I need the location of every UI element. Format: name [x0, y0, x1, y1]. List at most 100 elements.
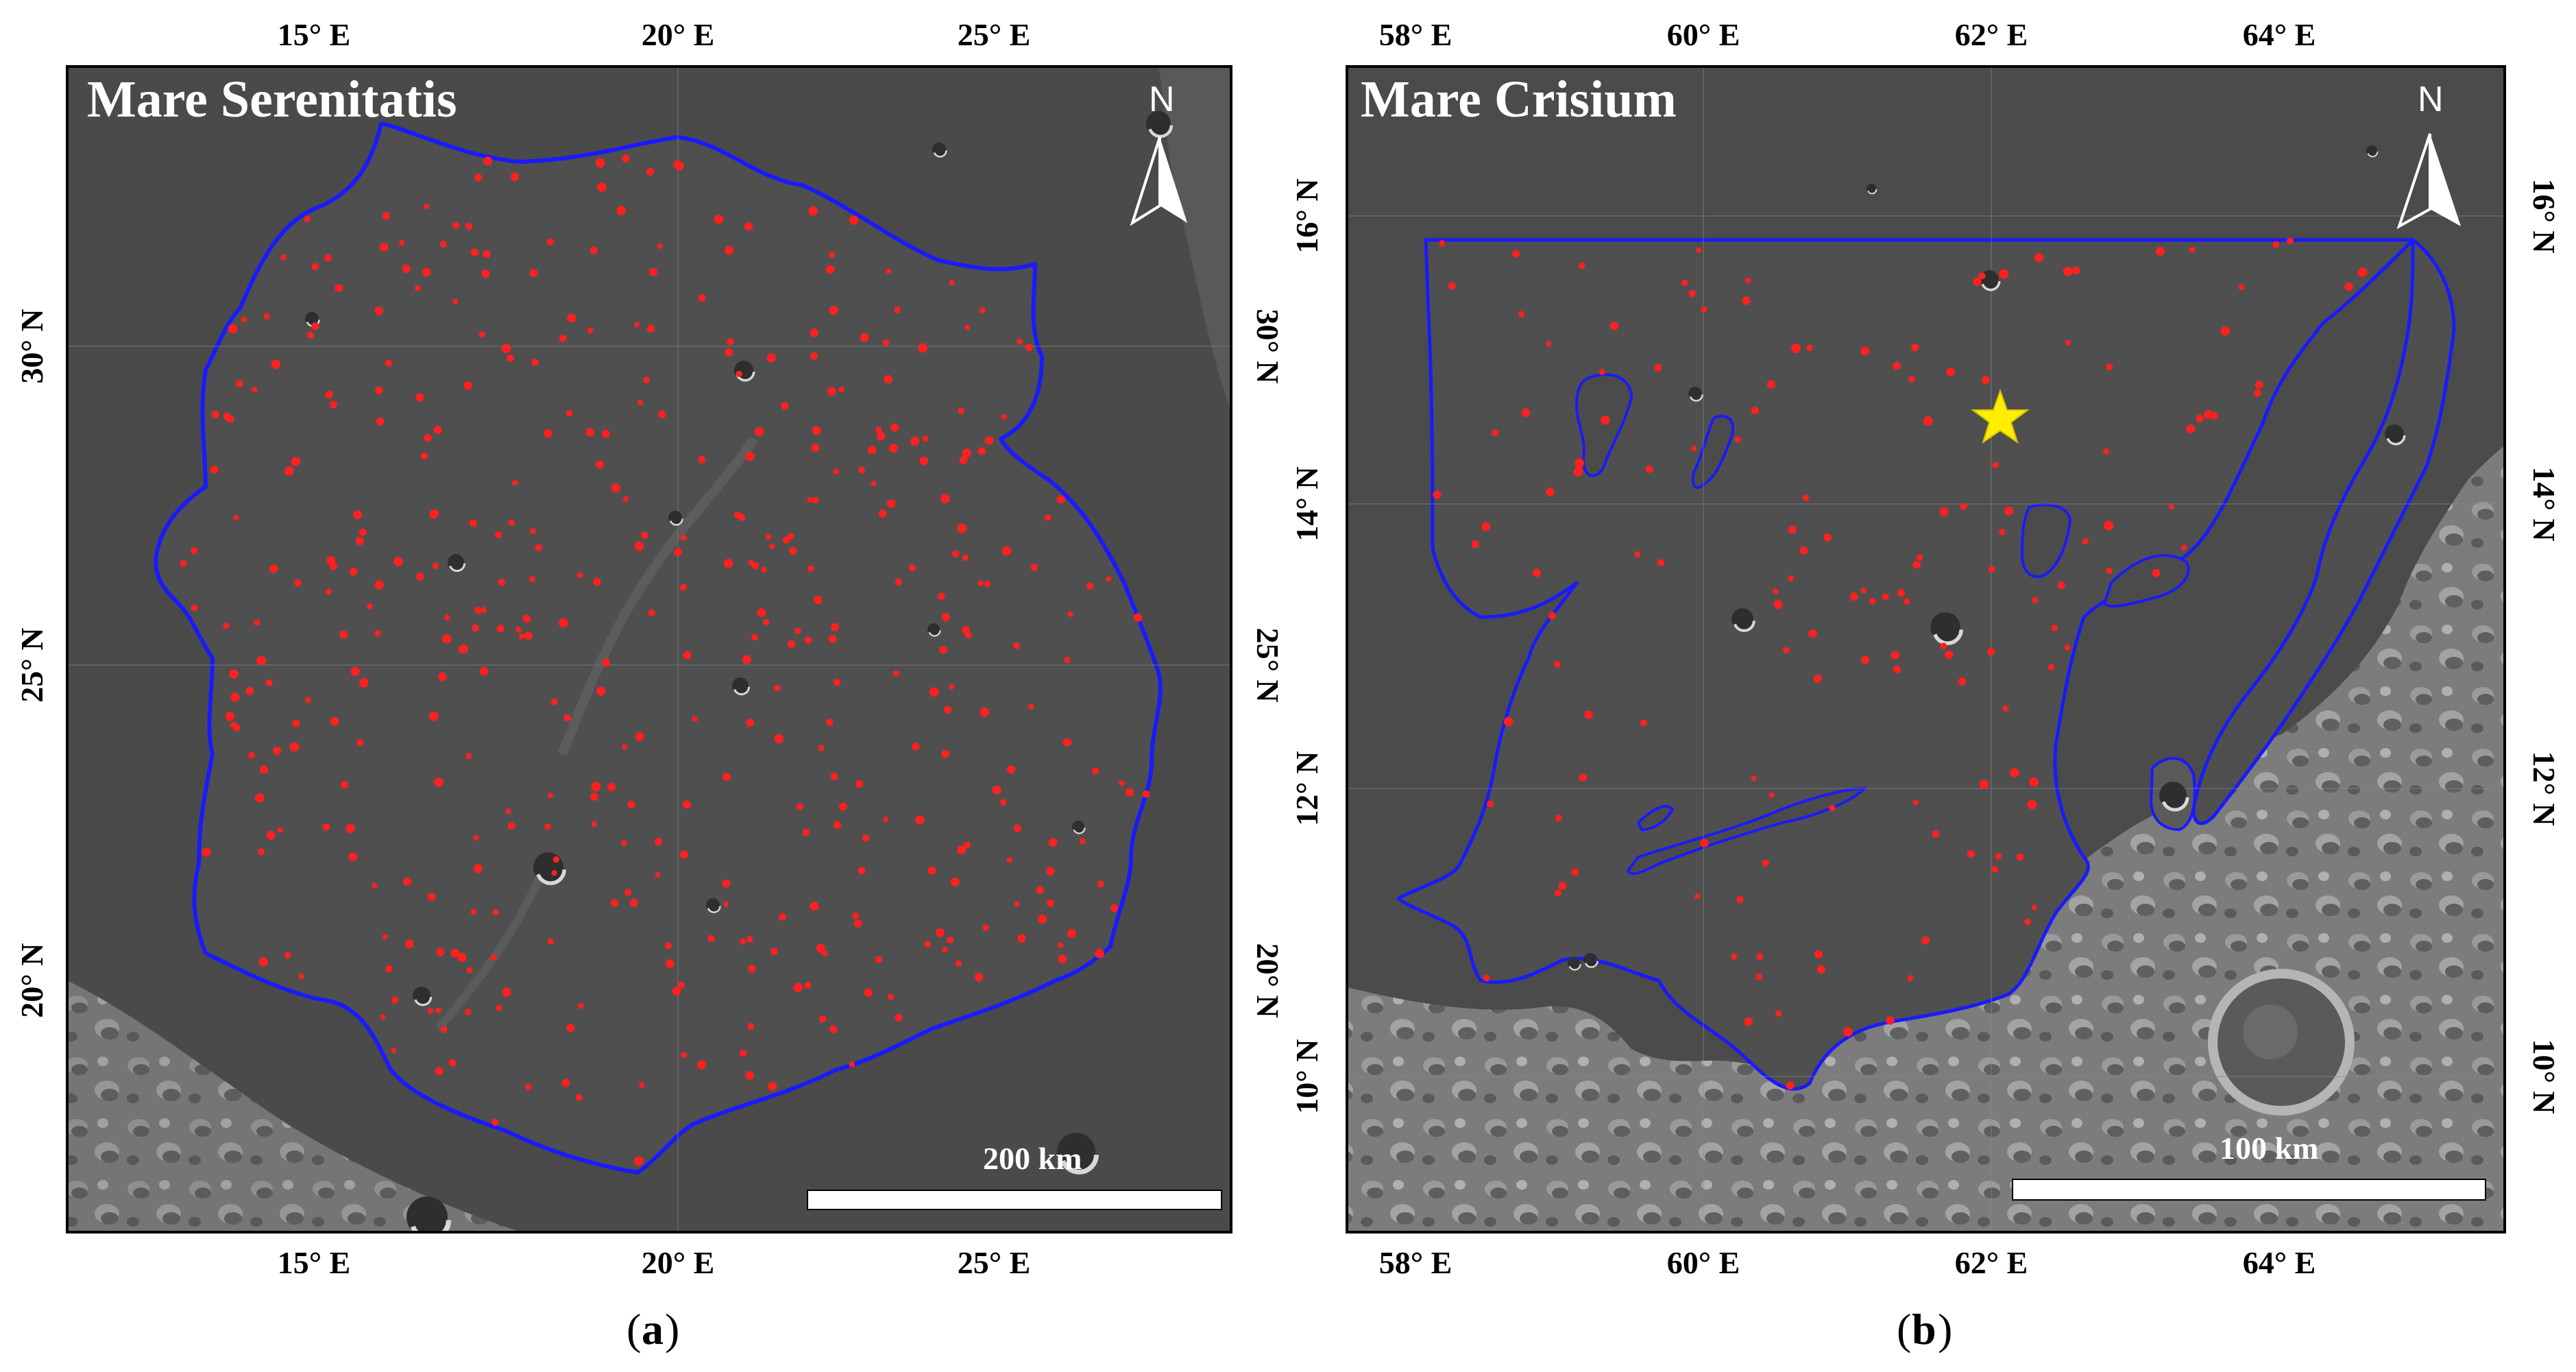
sample-point — [280, 254, 287, 261]
sample-point — [2152, 568, 2161, 577]
sample-point — [825, 265, 835, 274]
sample-point — [1045, 867, 1055, 876]
sample-point — [622, 744, 628, 750]
sample-point — [1521, 408, 1531, 418]
crater — [932, 143, 946, 156]
sample-point — [939, 645, 947, 654]
sample-point — [559, 335, 567, 343]
sample-point — [887, 994, 895, 1000]
sample-point — [322, 823, 330, 831]
sample-point — [1546, 487, 1555, 496]
sample-point — [1017, 338, 1023, 345]
sample-point — [495, 531, 502, 539]
sample-point — [566, 1024, 575, 1033]
sample-point — [254, 793, 265, 803]
sample-point — [725, 348, 733, 357]
sample-point — [374, 629, 381, 637]
sample-point — [829, 252, 836, 258]
sample-point — [1967, 850, 1975, 858]
sample-point — [438, 672, 447, 682]
sample-point — [210, 466, 219, 474]
sample-point — [2272, 241, 2280, 248]
sample-point — [942, 947, 948, 953]
sample-point — [1492, 429, 1499, 437]
sample-point — [1028, 703, 1034, 710]
sample-point — [223, 622, 230, 629]
sample-point — [622, 496, 629, 503]
sample-point — [1742, 296, 1751, 305]
sample-point — [330, 717, 339, 726]
lon-tick-label: 25° E — [958, 17, 1031, 52]
sample-point — [761, 566, 767, 573]
sample-point — [648, 609, 655, 616]
sample-point — [1701, 306, 1708, 313]
sample-point — [2065, 339, 2071, 346]
sample-point — [470, 908, 477, 915]
sample-point — [1133, 613, 1143, 622]
sample-point — [1912, 799, 1919, 806]
sample-point — [595, 158, 605, 168]
sample-point — [890, 423, 899, 432]
sample-point — [1788, 575, 1795, 581]
sample-point — [1908, 376, 1915, 383]
crater-rim — [2385, 425, 2406, 446]
sample-point — [982, 924, 990, 931]
sample-point — [655, 871, 661, 878]
sample-point — [1645, 465, 1653, 473]
sample-point — [796, 803, 804, 810]
crater-rim — [928, 624, 941, 637]
sample-point — [465, 1009, 472, 1015]
sample-point — [2063, 267, 2073, 276]
sample-point — [483, 250, 491, 258]
sample-point — [714, 215, 724, 224]
scale-bar-rect — [2012, 1179, 2486, 1201]
crater-rim — [2161, 783, 2189, 812]
sample-point — [964, 324, 971, 330]
sample-point — [356, 738, 364, 747]
sample-point — [1911, 344, 1919, 352]
sample-point — [402, 877, 411, 886]
sample-point — [340, 780, 349, 789]
sample-point — [802, 828, 810, 837]
sample-point — [683, 800, 692, 809]
sample-point — [1802, 494, 1809, 501]
sample-point — [2357, 267, 2368, 278]
sample-point — [382, 212, 391, 220]
sample-point — [1057, 942, 1064, 948]
crater-rim — [448, 555, 466, 573]
sample-point — [683, 651, 692, 660]
lat-tick-label: 25° N — [14, 627, 49, 702]
sample-point — [1125, 788, 1134, 797]
sample-point — [1806, 344, 1813, 351]
sample-points — [180, 154, 1150, 1166]
sample-point — [1575, 458, 1585, 468]
sample-point — [501, 344, 511, 354]
crater — [2159, 782, 2187, 809]
lat-tick-label: 10° N — [2527, 1039, 2562, 1114]
lon-tick-label: 62° E — [1955, 17, 2028, 52]
crater-rim — [733, 678, 751, 696]
sample-point — [696, 1060, 706, 1070]
sample-point — [1745, 277, 1751, 284]
lat-tick-label: 30° N — [14, 309, 49, 383]
sample-point — [1062, 738, 1072, 747]
sample-point — [929, 687, 939, 697]
sample-point — [860, 333, 869, 342]
sample-point — [980, 708, 990, 717]
sample-point — [1756, 952, 1764, 960]
sample-point — [794, 627, 801, 635]
sample-point — [1640, 719, 1647, 727]
sample-point — [535, 544, 543, 551]
sample-point — [839, 802, 847, 811]
sample-point — [1014, 901, 1020, 907]
sample-point — [551, 870, 557, 876]
sample-point — [479, 666, 489, 676]
sample-point — [330, 400, 338, 409]
sample-point — [307, 331, 315, 339]
sample-point — [590, 246, 598, 254]
sample-point — [311, 263, 319, 270]
panel-a-right-ticks: 30° N 25° N 20° N — [1250, 309, 1285, 1018]
kipuka-island — [1691, 414, 1735, 489]
sample-point — [757, 607, 766, 617]
panel-a-map: Mare Serenitatis N 200 km — [66, 65, 1232, 1233]
